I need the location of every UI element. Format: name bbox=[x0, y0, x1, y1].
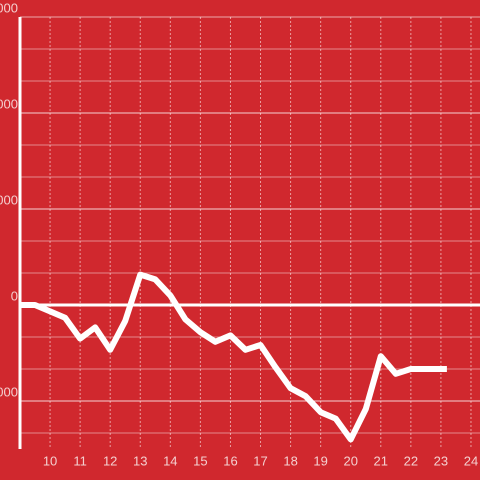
y-tick-label: -3,000 bbox=[0, 384, 18, 399]
x-tick-label: 10 bbox=[43, 453, 57, 468]
x-tick-label: 21 bbox=[374, 453, 388, 468]
x-tick-label: 14 bbox=[163, 453, 177, 468]
x-tick-label: 13 bbox=[133, 453, 147, 468]
x-tick-label: 22 bbox=[404, 453, 418, 468]
x-tick-label: 11 bbox=[73, 453, 87, 468]
y-tick-label: 6,000 bbox=[0, 96, 18, 111]
x-tick-label: 17 bbox=[253, 453, 267, 468]
x-tick-label: 20 bbox=[343, 453, 357, 468]
x-tick-label: 12 bbox=[103, 453, 117, 468]
x-tick-label: 15 bbox=[193, 453, 207, 468]
x-tick-label: 23 bbox=[434, 453, 448, 468]
y-tick-label: 9,000 bbox=[0, 0, 18, 15]
y-tick-label: 0 bbox=[11, 288, 18, 303]
y-tick-label: 3,000 bbox=[0, 192, 18, 207]
data-line bbox=[20, 271, 447, 443]
x-tick-label: 24 bbox=[464, 453, 478, 468]
x-tick-label: 16 bbox=[223, 453, 237, 468]
x-tick-label: 18 bbox=[283, 453, 297, 468]
x-tick-label: 19 bbox=[313, 453, 327, 468]
